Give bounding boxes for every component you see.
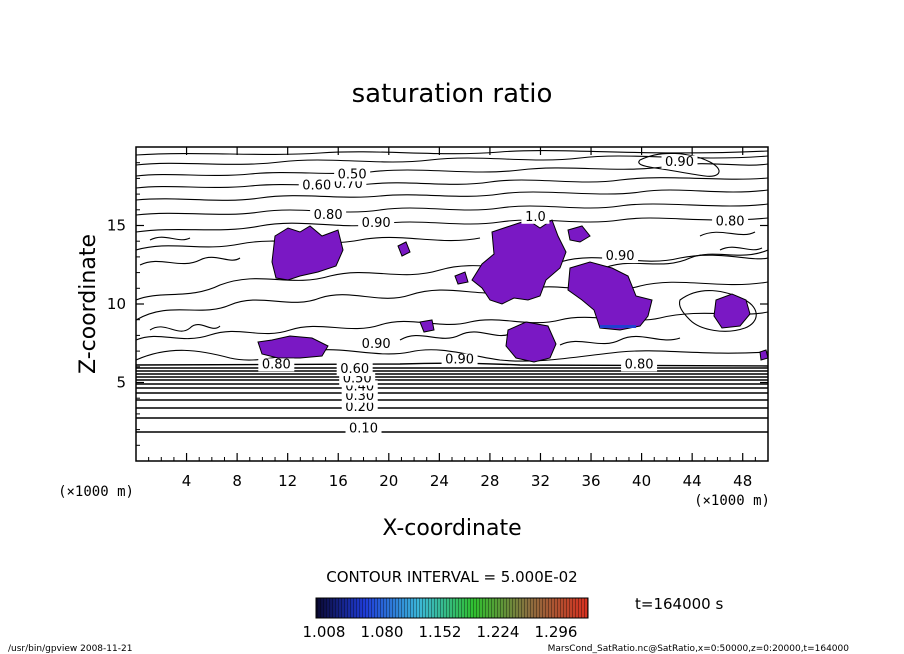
colorbar-label: 1.224 [477,623,520,641]
contour-label: 0.90 [445,353,474,368]
contour-label: 1.0 [525,210,546,225]
contour-label-bg [602,250,639,264]
contour-label: 0.90 [362,216,391,231]
contour-labels: 0.100.200.300.400.500.600.900.900.80 0.80… [258,155,749,437]
contour-label: 0.80 [314,208,343,223]
y-tick-label: 10 [107,295,126,313]
contour-label: 0.60 [340,362,369,377]
contour-label-bg [298,179,335,193]
purple-region-1 [271,225,344,281]
contour-label-bg [712,215,749,229]
x-tick-label: 44 [683,472,702,490]
y-axis-label: Z-coordinate [76,234,101,374]
colorbar [315,597,589,619]
x-tick-label: 48 [733,472,752,490]
contour-label: 0.80 [625,357,654,372]
colorbar-label: 1.152 [419,623,462,641]
footer-right: MarsCond_SatRatio.nc@SatRatio,x=0:50000,… [548,644,850,654]
colorbar-label: 1.008 [303,623,346,641]
x-tick-label: 36 [581,472,600,490]
x-tick-label: 32 [531,472,550,490]
purple-region-10 [759,349,768,361]
contour-label: 0.80 [716,215,745,230]
purple-region-11 [454,271,469,285]
contour-label: 0.90 [665,155,694,170]
contour-label: 0.60 [302,178,331,193]
contour-label-bg [336,363,373,377]
purple-region-7 [567,225,591,243]
x-tick-label: 16 [329,472,348,490]
contour-label-bg [258,358,295,372]
purple-region-9 [419,319,435,333]
contour-interval: CONTOUR INTERVAL = 5.000E-02 [326,568,577,586]
contour-label: 0.20 [345,400,374,415]
plot-area: 0.100.200.300.400.500.600.900.900.80 0.80… [136,147,768,461]
contour-label-bg [621,358,658,372]
time-label: t=164000 s [635,595,723,613]
blue-patch [600,325,636,328]
y-axis: 5 10 15 [107,162,768,446]
chart-title: saturation ratio [352,79,553,109]
contour-label: 0.80 [262,357,291,372]
contour-label: 0.90 [606,249,635,264]
x-tick-label: 4 [182,472,192,490]
x-axis-unit: (×1000 m) [694,493,770,509]
purple-region-5 [505,321,557,363]
purple-region-8 [397,241,411,257]
x-tick-label: 12 [278,472,297,490]
y-axis-unit: (×1000 m) [58,484,134,500]
contour-label-bg [358,337,395,351]
x-tick-label: 28 [480,472,499,490]
purple-region-6 [713,293,751,329]
purple-region-2 [257,335,329,359]
x-tick-label: 20 [379,472,398,490]
contour-label-bg [521,210,550,224]
x-tick-label: 8 [232,472,242,490]
contour-label-bg [341,400,378,414]
x-tick-label: 24 [430,472,449,490]
purple-region-3 [471,219,567,305]
colorbar-label: 1.296 [535,623,578,641]
mid-contours [136,236,768,362]
x-axis: 4 8 12 16 20 24 28 32 36 40 44 48 [148,147,756,490]
colorbar-labels: 1.008 1.080 1.152 1.224 1.296 [303,623,578,641]
contour-label-bg [441,353,478,367]
supersaturation-regions [257,219,768,363]
contour-label-bg [661,155,698,169]
x-axis-label: X-coordinate [382,516,521,541]
contour-label: 0.50 [338,167,367,182]
footer-left: /usr/bin/gpview 2008-11-21 [8,644,132,654]
contour-label-bg [334,168,371,182]
x-tick-label: 40 [632,472,651,490]
y-tick-label: 5 [116,374,126,392]
purple-region-4 [567,261,653,331]
contour-label-bg [310,209,347,223]
contour-label: 0.10 [349,422,378,437]
contour-label-bg [345,422,382,436]
contour-label: 0.90 [362,337,391,352]
contour-label-bg [358,217,395,231]
y-tick-label: 15 [107,217,126,235]
colorbar-label: 1.080 [361,623,404,641]
